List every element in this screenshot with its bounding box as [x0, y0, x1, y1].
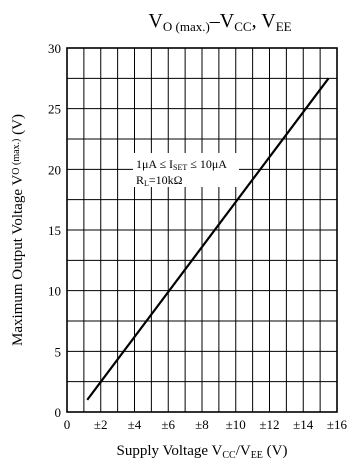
y-tick-label: 25 — [48, 102, 61, 117]
y-tick-label: 15 — [48, 223, 61, 238]
series-lines — [86, 77, 330, 401]
annotation-iset-range: 1μA ≤ ISET ≤ 10μA — [136, 157, 227, 172]
x-tick-labels: 0 ±2 ±4 ±6 ±8 ±10 ±12 ±14 ±16 — [64, 417, 348, 432]
x-tick-label: ±2 — [94, 417, 108, 432]
grid-lines — [67, 48, 337, 412]
y-tick-label: 0 — [55, 405, 62, 420]
x-tick-label: ±8 — [195, 417, 209, 432]
x-tick-label: ±12 — [259, 417, 279, 432]
annotation-load-resistance: RL=10kΩ — [136, 173, 183, 188]
y-tick-label: 30 — [48, 41, 61, 56]
x-tick-label: ±16 — [327, 417, 348, 432]
x-tick-label: ±14 — [293, 417, 314, 432]
y-tick-label: 20 — [48, 162, 61, 177]
y-axis-label: Maximum Output Voltage VO (max.) (V) — [10, 114, 26, 346]
y-tick-labels: 0 5 10 15 20 25 30 — [48, 41, 61, 420]
y-tick-label: 5 — [55, 344, 62, 359]
x-tick-label: ±4 — [128, 417, 142, 432]
x-tick-label: 0 — [64, 417, 71, 432]
x-tick-label: ±6 — [161, 417, 175, 432]
plot-frame — [66, 47, 338, 413]
x-axis-label: Supply Voltage VCC/VEE (V) — [117, 443, 288, 461]
x-tick-label: ±10 — [226, 417, 246, 432]
series-line — [86, 77, 330, 401]
condition-annotation: 1μA ≤ ISET ≤ 10μA RL=10kΩ — [133, 153, 239, 188]
y-tick-label: 10 — [48, 284, 61, 299]
chart-title: VO (max.)–VCC, VEE — [148, 10, 291, 34]
